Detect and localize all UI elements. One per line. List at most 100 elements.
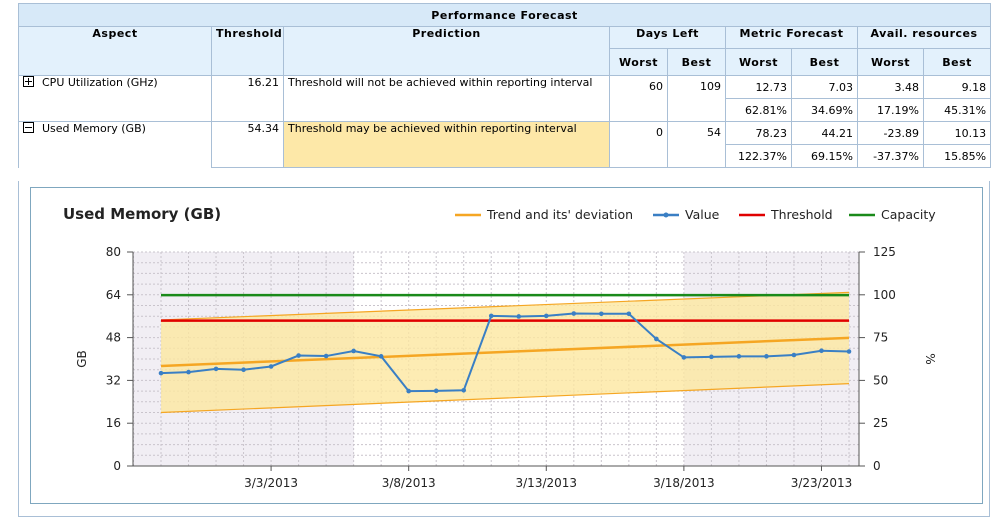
- y2-tick-label: 0: [873, 459, 881, 473]
- aspect-cell: Used Memory (GB): [18, 121, 212, 168]
- value-point: [846, 349, 852, 354]
- table-row-pct: 62.81% 34.69% 17.19% 45.31%: [19, 98, 992, 122]
- y2-tick-label: 100: [873, 288, 896, 302]
- metric-best-cell: 44.21: [791, 121, 858, 145]
- header-days-best: Best: [667, 48, 726, 76]
- value-point: [736, 354, 742, 359]
- value-point: [378, 354, 384, 359]
- value-point: [461, 387, 467, 393]
- value-point: [571, 311, 577, 316]
- y-tick-label: 32: [106, 373, 121, 387]
- metric-best-pct-cell: 69.15%: [791, 144, 858, 168]
- metric-best-pct-cell: 34.69%: [791, 98, 858, 122]
- expand-icon[interactable]: [23, 76, 34, 87]
- y2-axis-label: %: [923, 353, 937, 364]
- x-tick-label: 3/13/2013: [516, 476, 578, 490]
- value-point: [323, 353, 329, 359]
- metric-worst-pct-cell: 62.81%: [725, 98, 792, 122]
- avail-best-cell: 10.13: [922, 121, 992, 145]
- header-avail-worst: Worst: [857, 48, 924, 76]
- legend-label: Value: [685, 207, 720, 222]
- x-tick-label: 3/3/2013: [244, 476, 298, 490]
- value-point: [819, 348, 824, 354]
- avail-best-pct-cell: 45.31%: [922, 98, 992, 122]
- value-series-line: [160, 312, 850, 393]
- value-point: [351, 348, 356, 354]
- y-tick-label: 64: [106, 288, 121, 302]
- value-point: [764, 354, 769, 359]
- collapse-icon[interactable]: [23, 122, 34, 133]
- legend-label: Trend and its' deviation: [486, 207, 633, 222]
- avail-best-cell: 9.18: [922, 75, 992, 99]
- value-point: [791, 352, 797, 358]
- x-tick-label: 3/8/2013: [382, 476, 436, 490]
- x-tick-label: 3/18/2013: [653, 476, 715, 490]
- value-point: [241, 367, 246, 372]
- metric-worst-pct-cell: 122.37%: [725, 144, 792, 168]
- y-tick-label: 48: [106, 331, 121, 345]
- value-point: [488, 313, 494, 319]
- aspect-cell: CPU Utilization (GHz): [18, 75, 212, 122]
- aspect-label: Used Memory (GB): [42, 122, 146, 136]
- avail-worst-pct-cell: -37.37%: [857, 144, 924, 168]
- value-point: [406, 388, 411, 394]
- avail-worst-pct-cell: 17.19%: [857, 98, 924, 122]
- value-point: [296, 353, 301, 358]
- value-point: [599, 311, 604, 317]
- y-axis-label: GB: [75, 350, 89, 368]
- metric-worst-cell: 78.23: [725, 121, 792, 145]
- table-row: CPU Utilization (GHz) 16.21 Threshold wi…: [18, 75, 992, 122]
- header-aspect: Aspect: [18, 26, 212, 76]
- header-avail-best: Best: [922, 48, 992, 76]
- value-point: [516, 314, 522, 319]
- days-worst-cell: 60: [609, 75, 668, 122]
- legend-marker: [663, 212, 669, 218]
- trend-line: [160, 336, 850, 368]
- value-point: [268, 364, 274, 369]
- chart-container: [18, 181, 990, 517]
- trend-lower-line: [160, 383, 850, 414]
- value-point: [433, 388, 439, 394]
- y2-tick-label: 25: [873, 416, 888, 430]
- table-title: Performance Forecast: [17, 3, 992, 27]
- prediction-cell: Threshold may be achieved within reporti…: [283, 121, 610, 168]
- avail-best-pct-cell: 15.85%: [922, 144, 992, 168]
- value-point: [158, 370, 164, 376]
- header-days-worst: Worst: [609, 48, 668, 76]
- y-tick-label: 80: [106, 245, 121, 259]
- y-tick-label: 0: [113, 459, 121, 473]
- value-point: [654, 336, 659, 342]
- chart-svg: 0 16 32 48 64 80 0 25 50 75 100 125 3/3/2013 3/8/2013…: [63, 205, 937, 490]
- table-row: Used Memory (GB) 54.34 Threshold may be …: [18, 121, 992, 168]
- table-row-pct: 122.37% 69.15% -37.37% 15.85%: [19, 144, 992, 168]
- avail-worst-cell: 3.48: [857, 75, 924, 99]
- metric-worst-cell: 12.73: [725, 75, 792, 99]
- prediction-cell: Threshold will not be achieved within re…: [283, 75, 610, 122]
- avail-worst-cell: -23.89: [857, 121, 924, 145]
- legend-label: Capacity: [881, 207, 936, 222]
- metric-best-cell: 7.03: [791, 75, 858, 99]
- performance-forecast-table: Performance Forecast Aspect Threshold Pr…: [17, 3, 992, 168]
- header-threshold: Threshold: [211, 26, 284, 76]
- chart-title: Used Memory (GB): [63, 205, 221, 223]
- header-metric-forecast: Metric Forecast: [725, 26, 858, 49]
- header-metric-best: Best: [791, 48, 858, 76]
- x-tick-label: 3/23/2013: [791, 476, 853, 490]
- value-point: [709, 354, 714, 360]
- value-point: [681, 355, 687, 360]
- used-memory-chart: 0 16 32 48 64 80 0 25 50 75 100 125 3/3/2013 3/8/2013…: [30, 187, 983, 504]
- days-best-cell: 109: [667, 75, 726, 122]
- header-avail-resources: Avail. resources: [856, 26, 992, 49]
- days-best-cell: 54: [667, 121, 726, 168]
- threshold-cell: 16.21: [211, 75, 284, 122]
- value-point: [213, 366, 219, 372]
- legend-label: Threshold: [770, 207, 833, 222]
- aspect-label: CPU Utilization (GHz): [42, 76, 158, 90]
- y-tick-label: 16: [106, 416, 121, 430]
- header-prediction: Prediction: [283, 26, 610, 76]
- trend-upper-line: [160, 291, 850, 321]
- days-worst-cell: 0: [609, 121, 668, 168]
- value-point: [626, 311, 632, 317]
- y2-tick-label: 50: [873, 373, 888, 387]
- threshold-cell: 54.34: [211, 121, 284, 168]
